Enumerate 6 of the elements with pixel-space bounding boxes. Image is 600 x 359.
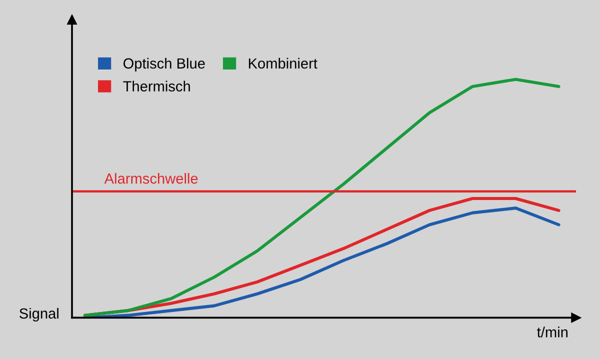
legend-label: Kombiniert [248,58,318,69]
legend-label: Optisch Blue [123,58,205,72]
x-axis-title: t/min [537,326,568,338]
y-axis-title: Signal [20,308,58,322]
ref-line-label: Alarmschwelle [104,173,198,184]
legend-label: Thermisch [123,80,190,92]
